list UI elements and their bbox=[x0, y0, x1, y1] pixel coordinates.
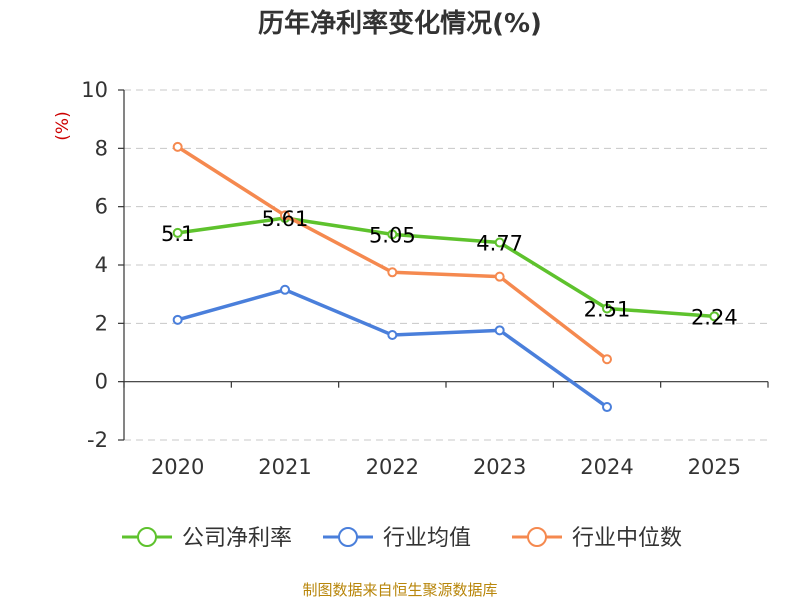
legend-marker-icon bbox=[527, 527, 547, 547]
y-tick-label: 6 bbox=[95, 195, 108, 219]
axes: -2 0 2 4 6 8 10 2020 2021 2022 2023 2024 2025 bbox=[81, 78, 769, 479]
data-point[interactable] bbox=[602, 402, 612, 413]
x-tick-label: 2024 bbox=[580, 455, 633, 479]
data-point[interactable] bbox=[602, 354, 612, 365]
source-footer: 制图数据来自恒生聚源数据库 bbox=[302, 581, 497, 599]
data-point[interactable] bbox=[172, 314, 183, 325]
legend-item-3[interactable]: 行业中位数 bbox=[512, 526, 682, 551]
data-point[interactable] bbox=[387, 330, 398, 340]
x-tick-label: 2025 bbox=[688, 455, 741, 479]
data-label: 5.1 bbox=[161, 222, 194, 246]
legend-label: 行业均值 bbox=[383, 526, 471, 551]
y-tick-label: 0 bbox=[95, 370, 108, 394]
x-tick-label: 2020 bbox=[151, 455, 204, 479]
data-labels: 5.1 5.61 5.05 4.77 2.51 2.24 bbox=[161, 207, 738, 329]
series-line-1 bbox=[177, 216, 715, 319]
data-point[interactable] bbox=[709, 311, 720, 322]
data-point[interactable] bbox=[387, 267, 398, 278]
chart-title: 历年净利率变化情况(%) bbox=[258, 8, 542, 39]
data-point[interactable] bbox=[387, 229, 398, 240]
legend[interactable]: 公司净利率 行业均值 行业中位数 bbox=[122, 526, 682, 551]
data-point[interactable] bbox=[494, 237, 505, 248]
y-tick-label: 4 bbox=[95, 253, 108, 277]
data-label: 5.05 bbox=[369, 223, 416, 247]
legend-label: 行业中位数 bbox=[572, 526, 682, 551]
data-label: 4.77 bbox=[476, 232, 523, 256]
data-point[interactable] bbox=[494, 325, 505, 336]
data-point[interactable] bbox=[280, 284, 290, 295]
legend-item-2[interactable]: 行业均值 bbox=[323, 526, 471, 551]
legend-label: 公司净利率 bbox=[182, 526, 292, 551]
data-point[interactable] bbox=[172, 141, 183, 152]
data-point[interactable] bbox=[602, 303, 612, 314]
y-tick-label: -2 bbox=[87, 428, 108, 452]
data-label: 2.24 bbox=[691, 305, 738, 329]
y-axis-unit-label: (%) bbox=[53, 111, 73, 140]
legend-item-1[interactable]: 公司净利率 bbox=[122, 526, 292, 551]
data-label: 2.51 bbox=[584, 297, 631, 321]
y-tick-label: 8 bbox=[95, 136, 108, 160]
x-tick-label: 2022 bbox=[366, 455, 419, 479]
data-point[interactable] bbox=[280, 210, 290, 221]
data-point[interactable] bbox=[494, 271, 505, 282]
legend-marker-icon bbox=[137, 527, 157, 547]
data-label: 5.61 bbox=[262, 207, 309, 231]
series-line-2 bbox=[177, 288, 609, 409]
x-tick-label: 2021 bbox=[258, 455, 311, 479]
series-line-3 bbox=[176, 145, 609, 361]
y-tick-label: 2 bbox=[95, 311, 108, 335]
data-point[interactable] bbox=[172, 227, 183, 238]
x-tick-label: 2023 bbox=[473, 455, 526, 479]
legend-marker-icon bbox=[338, 527, 358, 547]
series-lines bbox=[172, 141, 720, 413]
y-tick-label: 10 bbox=[81, 78, 108, 102]
